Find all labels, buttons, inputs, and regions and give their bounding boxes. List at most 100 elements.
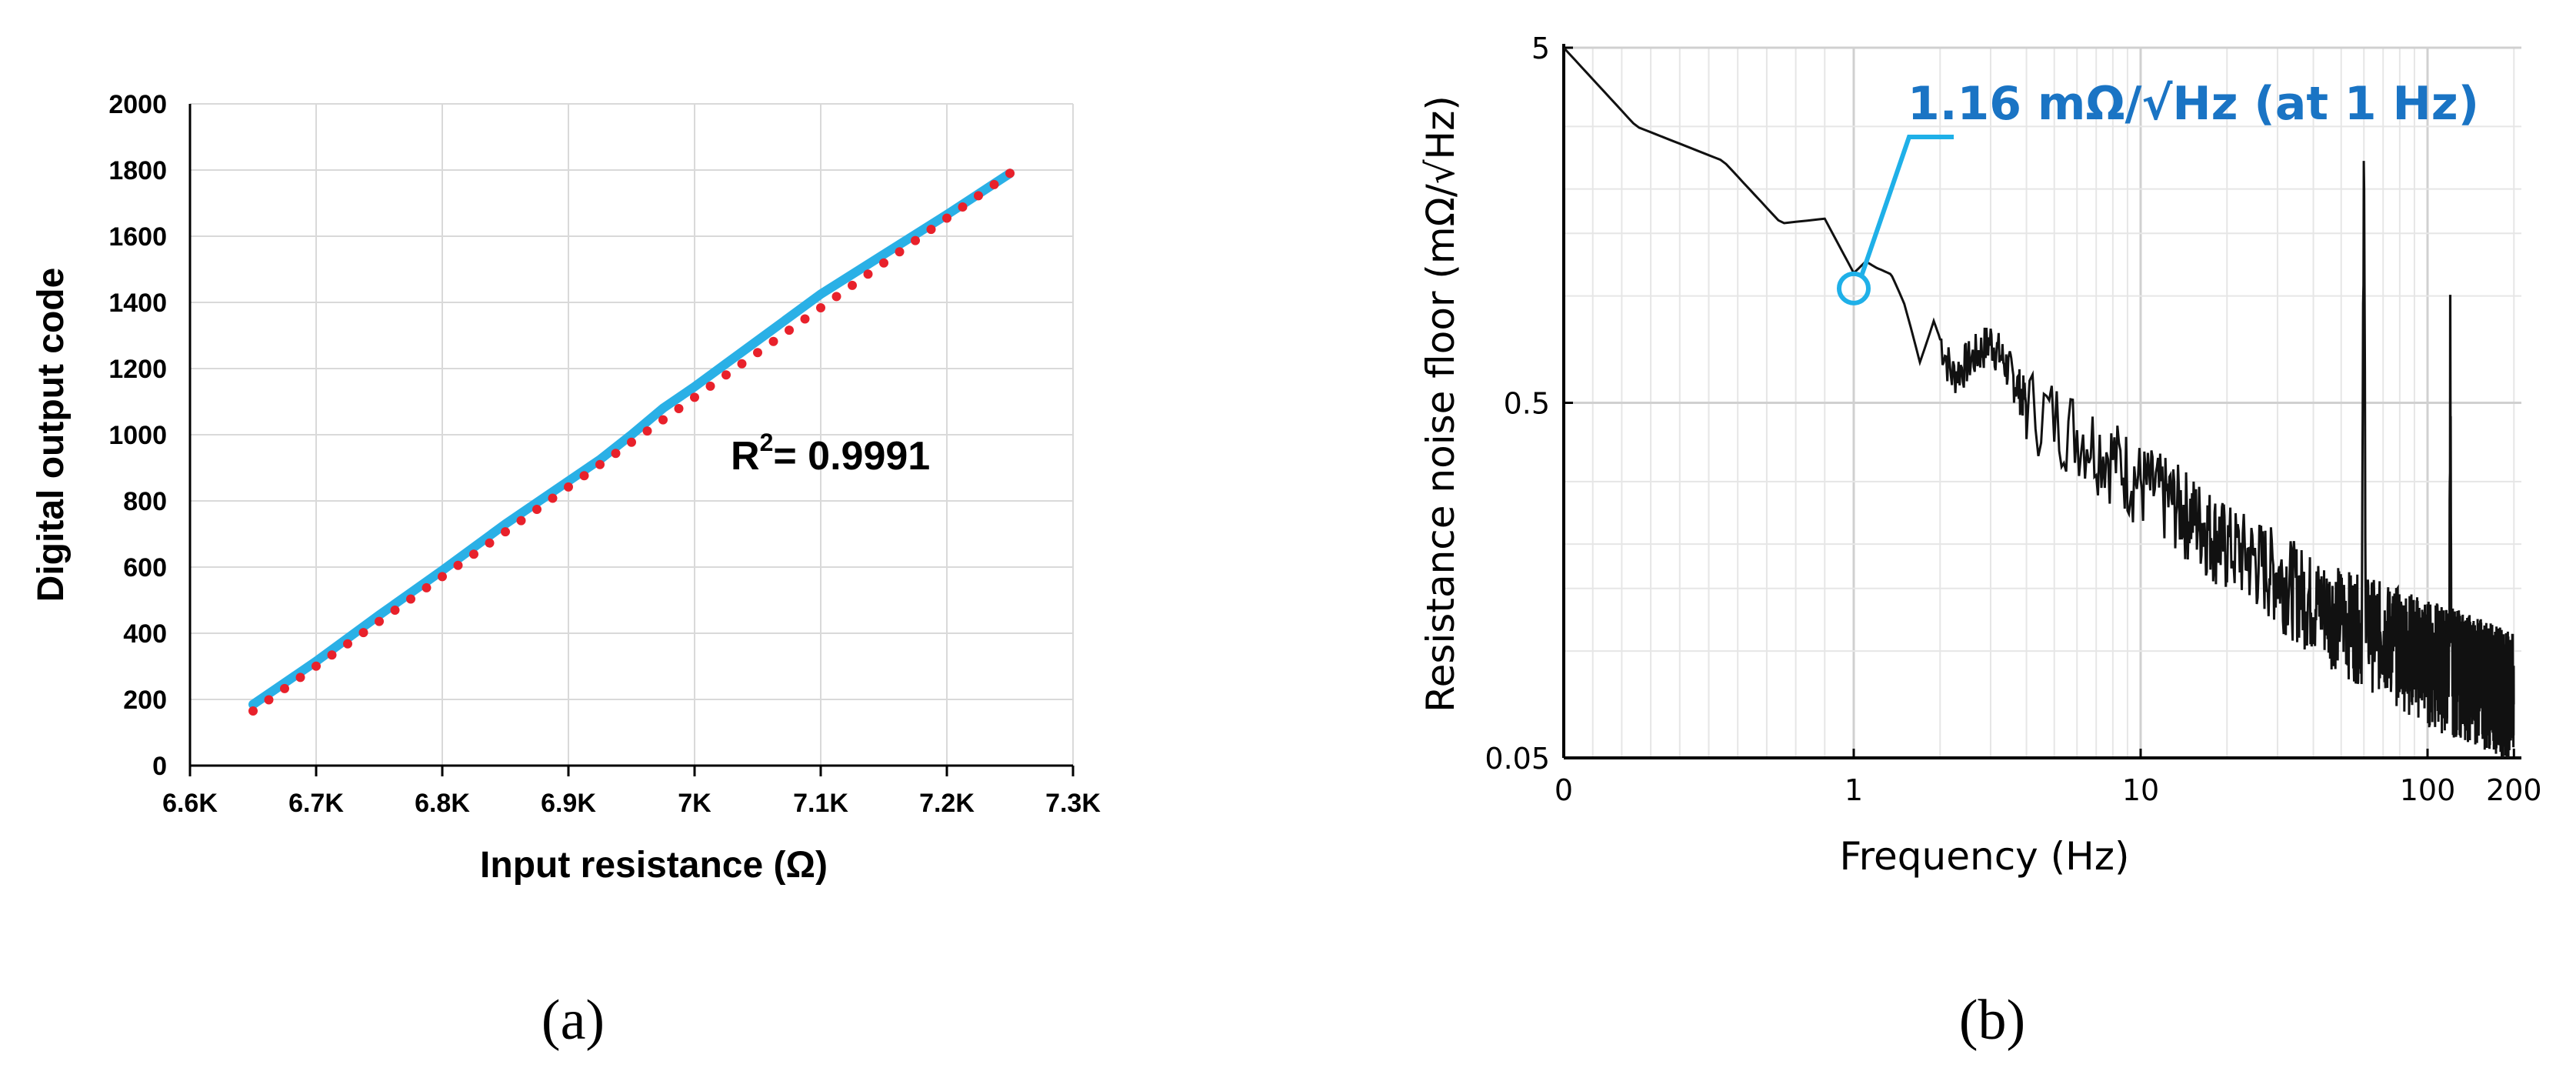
chart-a-data-point [658, 415, 668, 425]
chart-a-data-point [989, 179, 999, 189]
chart-b-annotation-leader-line [1859, 135, 1954, 277]
chart-a-data-point [690, 392, 699, 402]
chart-a-data-point [785, 325, 794, 335]
chart-a-x-tick-label: 7.1K [793, 789, 848, 818]
chart-a-data-point [516, 516, 526, 526]
chart-a-data-point [295, 672, 305, 683]
chart-a-data-point [863, 269, 873, 279]
chart-a-data-point [595, 459, 605, 469]
chart-a-data-point [438, 572, 447, 582]
chart-a-panel-label: (a) [542, 989, 605, 1052]
chart-b-axes [1562, 44, 2521, 759]
chart-a-data-point [375, 616, 384, 626]
chart-a-x-tick-label: 7.3K [1045, 789, 1101, 818]
chart-a-data-point [674, 404, 684, 413]
chart-a-data-point [343, 639, 352, 649]
chart-b-x-tick-label: 0 [1555, 773, 1573, 807]
chart-a-data-point [768, 336, 778, 346]
chart-a-data-point [579, 471, 589, 481]
r2-superscript: 2 [760, 429, 774, 456]
chart-a-data-point [422, 582, 432, 592]
chart-a-data-point [453, 560, 463, 570]
r2-base: R [731, 434, 760, 479]
chart-a-x-tick-label: 7.2K [919, 789, 975, 818]
chart-a-data-point [358, 628, 368, 638]
chart-a-data-point [816, 303, 825, 312]
chart-b-annotation-marker [1837, 271, 1871, 305]
chart-a-data-point [911, 235, 920, 245]
chart-b-x-tick-label: 10 [2122, 773, 2159, 807]
chart-b-x-tick-labels: 0 1 10 100 200 [1555, 773, 2542, 807]
chart-a-y-tick-label: 1400 [108, 289, 167, 318]
chart-b-x-tick-label: 200 [2486, 773, 2542, 807]
chart-a-fit-line-series [248, 169, 1015, 709]
chart-b-x-tick-label: 100 [2400, 773, 2456, 807]
chart-a-data-point [532, 505, 542, 514]
chart-a-data-point [642, 426, 652, 436]
chart-a-data-point [627, 437, 636, 447]
chart-a-data-point [721, 370, 731, 380]
chart-a-x-tick-label: 6.6K [162, 789, 218, 818]
chart-b-x-tick-label: 1 [1845, 773, 1863, 807]
chart-b-y-axis-label: Resistance noise floor (mΩ/√Hz) [1418, 95, 1463, 713]
chart-a-data-point [264, 695, 274, 705]
chart-a-axes [188, 104, 1075, 776]
chart-a-y-tick-label: 1600 [108, 222, 167, 252]
chart-b-y-tick-labels: 5 0.5 0.05 [1485, 32, 1550, 776]
chart-a-data-point [958, 202, 968, 212]
chart-a-y-tick-labels: 0 200 400 600 800 1000 1200 1400 1600 1800 2000 [108, 90, 167, 781]
chart-a-y-tick-label: 1800 [108, 156, 167, 185]
chart-a-y-tick-label: 1200 [108, 355, 167, 384]
chart-a-y-tick-label: 800 [123, 487, 167, 516]
chart-a-fit-line [248, 169, 1015, 709]
chart-b-panel-label: (b) [1959, 989, 2025, 1052]
chart-b-noise-spectrum-line [1562, 46, 2515, 759]
chart-a-x-axis-label: Input resistance (Ω) [480, 845, 828, 886]
chart-a-y-tick-label: 2000 [108, 90, 167, 119]
chart-a-data-point [469, 549, 478, 559]
chart-a-data-point [406, 594, 415, 604]
chart-a-data-point [501, 527, 510, 537]
chart-a-x-tick-label: 6.7K [288, 789, 344, 818]
chart-a-data-point [753, 348, 762, 358]
chart-b-y-tick-label: 5 [1531, 32, 1550, 65]
chart-a-y-tick-label: 0 [152, 752, 167, 781]
chart-a-x-tick-label: 6.8K [415, 789, 470, 818]
chart-a-data-point [848, 280, 857, 290]
chart-b-annotation-text: 1.16 mΩ/√Hz (at 1 Hz) [1908, 77, 2479, 131]
chart-a-data-point [737, 359, 747, 369]
chart-a-data-point [248, 706, 258, 716]
chart-a-data-point [564, 482, 573, 492]
chart-a-data-point [705, 381, 715, 391]
chart-a-measured-dots-series [248, 169, 1015, 716]
chart-a-data-point [831, 292, 841, 302]
chart-a-data-point [942, 213, 951, 223]
chart-a-data-point [879, 258, 888, 268]
chart-a-y-tick-label: 200 [123, 686, 167, 715]
chart-a-y-tick-label: 600 [123, 553, 167, 582]
chart-a-data-point [926, 225, 936, 235]
chart-a-data-point [390, 606, 400, 615]
chart-a-data-point [548, 493, 558, 503]
chart-b-x-axis-label: Frequency (Hz) [1839, 834, 2129, 879]
chart-a-data-point [327, 650, 337, 660]
chart-b-y-tick-label: 0.05 [1485, 742, 1550, 776]
chart-a-data-point [485, 538, 495, 548]
chart-a-x-tick-label: 7K [678, 789, 711, 818]
chart-a-y-axis-label: Digital output code [31, 268, 72, 602]
chart-a: 6.6K 6.7K 6.8K 6.9K 7K 7.1K 7.2K 7.3K 0 200 400 60… [31, 90, 1101, 1052]
chart-a-y-tick-label: 400 [123, 619, 167, 649]
chart-b: 0 1 10 100 200 5 0.5 0.05 1.16 mΩ/√Hz (at 1 Hz… [1418, 32, 2542, 1052]
chart-a-r2-annotation: R2= 0.9991 [731, 429, 930, 479]
chart-b-y-tick-label: 0.5 [1504, 387, 1550, 421]
chart-a-data-point [800, 314, 810, 324]
chart-a-data-point [280, 683, 289, 693]
chart-a-data-point [974, 191, 983, 201]
chart-a-data-point [1005, 169, 1015, 179]
chart-a-data-point [312, 661, 321, 671]
r2-value: = 0.9991 [773, 434, 930, 479]
chart-a-y-tick-label: 1000 [108, 421, 167, 450]
chart-a-data-point [895, 247, 905, 257]
chart-a-x-tick-label: 6.9K [541, 789, 596, 818]
